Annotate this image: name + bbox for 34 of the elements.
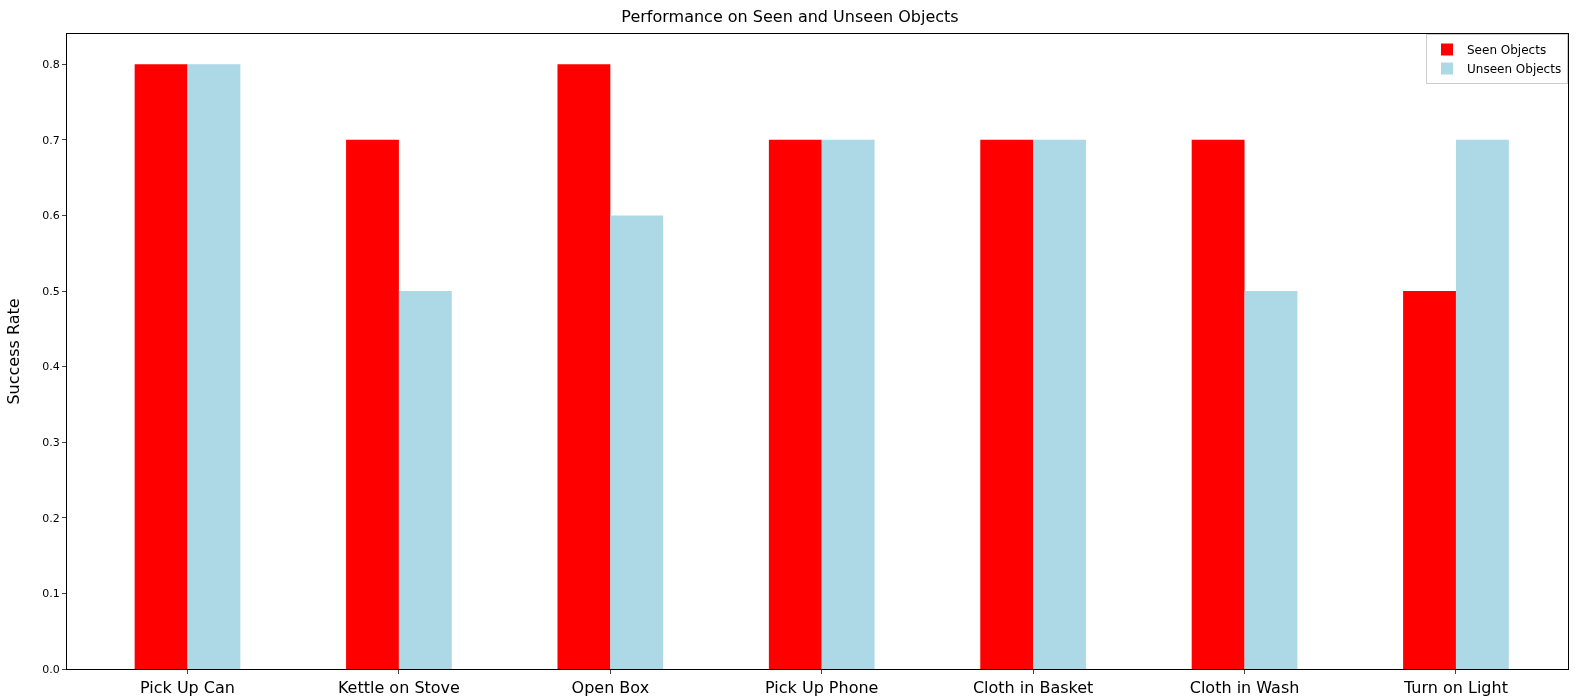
x-tick-label: Open Box [571, 678, 650, 698]
bar [187, 64, 241, 669]
y-tick-label: 0.2 [42, 511, 60, 525]
y-tick-label: 0.0 [42, 662, 60, 676]
x-tick-label: Pick Up Phone [765, 678, 879, 698]
bar [1191, 139, 1245, 669]
y-tick-label: 0.3 [42, 436, 60, 450]
bar [610, 215, 664, 669]
bar [346, 139, 399, 669]
bar [557, 64, 611, 669]
y-tick-label: 0.5 [42, 284, 60, 298]
bar [1403, 291, 1456, 669]
y-tick-label: 0.4 [42, 360, 60, 374]
bar [1455, 139, 1509, 669]
chart-title: Performance on Seen and Unseen Objects [621, 6, 959, 26]
bar [821, 139, 875, 669]
bar [134, 64, 188, 669]
bar [980, 139, 1034, 669]
bar [1244, 291, 1298, 669]
x-tick-label: Pick Up Can [140, 678, 235, 698]
bar [768, 139, 822, 669]
y-tick-label: 0.8 [42, 58, 60, 72]
y-tick-label: 0.6 [42, 209, 60, 223]
x-tick-label: Cloth in Wash [1189, 678, 1300, 698]
x-tick-label: Turn on Light [1402, 678, 1508, 698]
x-tick-label: Kettle on Stove [337, 678, 460, 698]
legend-label: Unseen Objects [1467, 62, 1562, 77]
bar [398, 291, 452, 669]
legend-label: Seen Objects [1467, 43, 1547, 58]
x-tick-label: Cloth in Basket [972, 678, 1094, 698]
bar [1033, 139, 1086, 669]
y-tick-label: 0.1 [42, 587, 60, 601]
y-axis-title: Success Rate [4, 298, 24, 405]
y-tick-label: 0.7 [42, 133, 60, 147]
